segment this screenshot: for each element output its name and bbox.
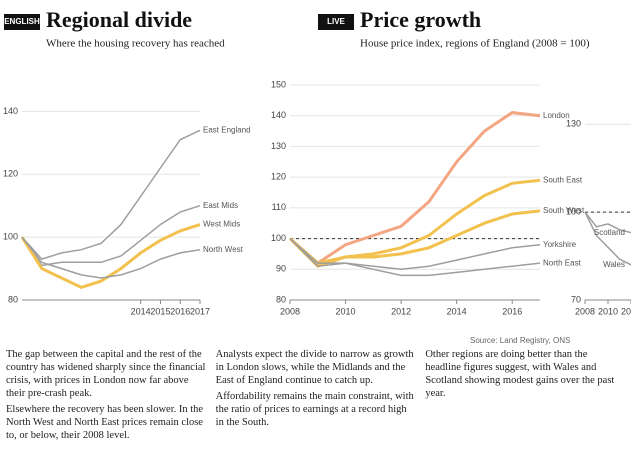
series-line <box>289 238 541 271</box>
x-tick-label: 2008 <box>280 306 300 316</box>
series-line <box>20 223 201 290</box>
x-tick-label: 2014 <box>131 306 151 316</box>
chart-title: Regional divide <box>46 7 192 32</box>
series-label: London <box>543 111 570 120</box>
y-tick-label: 100 <box>271 233 286 243</box>
y-tick-label: 150 <box>271 79 286 89</box>
x-tick-label: 2014 <box>447 306 467 316</box>
series-label: Wales <box>603 260 625 269</box>
paragraph: The gap between the capital and the rest… <box>6 349 206 399</box>
charts: ENGLISH Regional divide Where the housing … <box>3 7 631 316</box>
series-line <box>21 129 201 260</box>
chart-subtitle: House price index, regions of England (2… <box>360 38 590 50</box>
series-label: South West <box>543 206 585 215</box>
x-tick-label: 2012 <box>391 306 411 316</box>
x-tick-label: 2015 <box>150 306 170 316</box>
x-tick-label: 2017 <box>190 306 210 316</box>
y-tick-label: 100 <box>566 207 581 217</box>
tag: ENGLISH <box>4 17 40 26</box>
x-tick-label: 2010 <box>598 306 618 316</box>
text-column: The gap between the capital and the rest… <box>6 348 206 445</box>
y-tick-label: 120 <box>271 172 286 182</box>
tag-box <box>318 14 354 30</box>
series-line <box>584 211 631 266</box>
y-tick-label: 80 <box>276 294 286 304</box>
y-tick-label: 120 <box>3 169 18 179</box>
tag-box <box>4 14 40 30</box>
text-column: Other regions are doing better than the … <box>425 348 625 445</box>
series-label: East Mids <box>203 201 238 210</box>
tag: LIVE <box>327 17 345 26</box>
x-tick-label: 2016 <box>170 306 190 316</box>
y-tick-label: 130 <box>271 141 286 151</box>
x-tick-label: 2012 <box>621 306 631 316</box>
series-label: North East <box>543 258 582 267</box>
series-line <box>289 209 541 265</box>
chart-title: Price growth <box>360 7 481 32</box>
paragraph: Elsewhere the recovery has been slower. … <box>6 404 204 441</box>
y-tick-label: 140 <box>3 106 18 116</box>
series-label: North West <box>203 245 244 254</box>
series-line <box>21 204 201 267</box>
y-tick-label: 70 <box>571 294 581 304</box>
source: Source: Land Registry, ONS <box>470 336 571 345</box>
series-line <box>584 211 631 234</box>
y-tick-label: 90 <box>276 264 286 274</box>
series-line <box>21 236 201 279</box>
y-tick-label: 80 <box>8 294 18 304</box>
x-tick-label: 2008 <box>575 306 595 316</box>
y-tick-label: 110 <box>272 202 286 212</box>
paragraph: Other regions are doing better than the … <box>425 349 615 399</box>
y-tick-label: 100 <box>3 232 18 242</box>
series-label: South East <box>543 175 583 184</box>
y-tick-label: 130 <box>566 119 581 129</box>
paragraph: Analysts expect the divide to narrow as … <box>215 349 414 386</box>
series-label: West Mids <box>203 220 240 229</box>
x-tick-label: 2010 <box>336 306 356 316</box>
series-label: East England <box>203 125 251 134</box>
series-line <box>288 178 541 268</box>
y-tick-label: 140 <box>271 110 286 120</box>
article: The gap between the capital and the rest… <box>0 348 631 445</box>
series-label: Yorkshire <box>543 240 577 249</box>
text-column: Analysts expect the divide to narrow as … <box>216 348 416 445</box>
x-tick-label: 2016 <box>502 306 522 316</box>
series-line <box>289 111 541 265</box>
chart-subtitle: Where the housing recovery has reached <box>46 38 225 50</box>
paragraph: Affordability remains the main constrain… <box>215 391 414 428</box>
series-line <box>289 238 541 277</box>
series-label: Scotland <box>594 228 625 237</box>
